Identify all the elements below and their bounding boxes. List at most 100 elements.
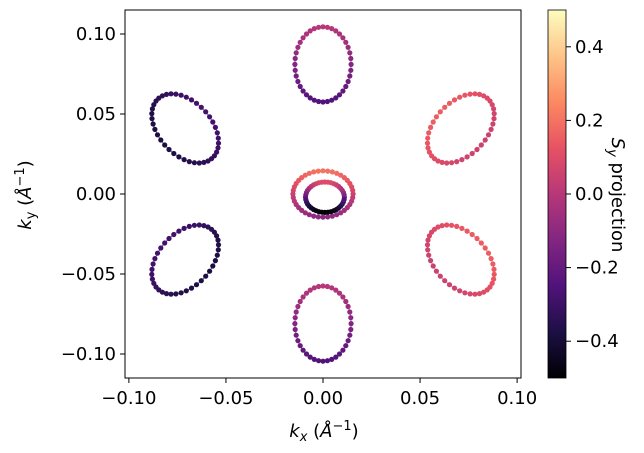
data-point — [311, 285, 317, 291]
data-point — [210, 119, 216, 125]
data-point — [476, 91, 483, 97]
data-point — [488, 256, 494, 262]
data-point — [215, 242, 222, 248]
data-point — [306, 170, 312, 176]
data-point — [320, 99, 326, 105]
data-point — [329, 285, 335, 291]
data-point — [343, 39, 349, 45]
data-point — [207, 114, 213, 120]
data-point — [329, 169, 335, 175]
data-point — [478, 240, 484, 246]
data-point — [439, 223, 445, 229]
x-axis-ticks: −0.10 −0.05 0.00 0.05 0.10 — [101, 378, 537, 409]
data-point — [324, 98, 330, 105]
data-point — [348, 61, 354, 67]
data-point — [214, 130, 220, 136]
data-point — [176, 154, 182, 160]
data-point — [430, 263, 436, 269]
data-point — [348, 67, 354, 73]
contour-1 — [292, 24, 354, 105]
contour-line — [151, 93, 220, 164]
data-point — [474, 235, 480, 242]
data-point — [191, 222, 197, 228]
data-point — [316, 358, 322, 364]
data-point — [454, 223, 460, 229]
y-tick-label: 0.10 — [76, 24, 116, 45]
data-point — [428, 124, 434, 130]
contour-5 — [424, 91, 497, 166]
contour-6 — [424, 222, 497, 297]
data-point — [425, 237, 431, 243]
svg-text:Sy projection: Sy projection — [604, 138, 628, 253]
data-point — [333, 28, 339, 34]
data-point — [451, 97, 458, 103]
data-point — [320, 24, 326, 30]
data-point — [347, 332, 353, 338]
y-tick-label: 0.00 — [76, 184, 116, 205]
data-point — [196, 160, 202, 166]
y-axis-ticks: −0.10 −0.05 0.00 0.05 0.10 — [61, 24, 125, 365]
data-point — [348, 321, 354, 327]
data-point — [149, 271, 155, 277]
data-point — [178, 290, 184, 296]
data-point — [439, 159, 445, 165]
colorbar-ticks: −0.4 −0.2 0.0 0.2 0.4 — [566, 37, 619, 352]
data-point — [292, 315, 298, 321]
data-point — [325, 214, 331, 220]
data-point — [478, 142, 484, 148]
data-point — [324, 358, 330, 364]
data-point — [215, 145, 221, 151]
data-point — [188, 97, 195, 103]
data-point — [329, 356, 335, 362]
data-point — [158, 245, 164, 251]
colorbar-tick-label: −0.2 — [575, 258, 619, 279]
data-point — [150, 261, 156, 267]
data-point — [446, 100, 453, 106]
data-point — [425, 247, 431, 253]
data-point — [464, 154, 470, 160]
data-point — [345, 78, 351, 85]
data-point — [302, 210, 308, 216]
data-point — [293, 50, 299, 56]
data-point — [168, 91, 174, 97]
data-point — [166, 146, 172, 153]
data-point — [482, 245, 488, 251]
data-point — [457, 94, 463, 100]
data-point — [320, 168, 326, 174]
contour-2 — [292, 283, 354, 364]
data-point — [315, 214, 321, 220]
data-point — [311, 356, 317, 362]
data-point — [446, 282, 453, 288]
data-point — [208, 226, 215, 232]
data-point — [154, 132, 161, 138]
colorbar-label: Sy projection — [604, 138, 628, 253]
data-point — [340, 88, 346, 94]
data-point — [340, 347, 346, 353]
data-point — [186, 223, 192, 229]
data-point — [336, 351, 343, 357]
data-point — [214, 252, 220, 258]
data-point — [293, 332, 299, 338]
data-point — [181, 225, 187, 231]
data-point — [168, 291, 174, 297]
data-point — [490, 261, 496, 267]
data-point — [336, 92, 343, 98]
data-point — [462, 290, 468, 296]
data-point — [149, 266, 155, 272]
data-point — [324, 283, 330, 290]
data-point — [188, 285, 195, 291]
data-point — [464, 228, 470, 234]
data-point — [430, 119, 436, 125]
data-point — [433, 268, 439, 274]
x-tick-label: 0.05 — [400, 388, 440, 409]
data-point — [307, 287, 313, 293]
data-point — [437, 109, 443, 115]
data-point — [476, 291, 483, 297]
data-point — [333, 95, 339, 101]
data-point — [215, 135, 221, 141]
data-point — [171, 231, 177, 238]
data-point — [347, 73, 353, 79]
data-point — [215, 237, 221, 243]
data-point — [345, 303, 351, 310]
data-point — [333, 287, 339, 293]
